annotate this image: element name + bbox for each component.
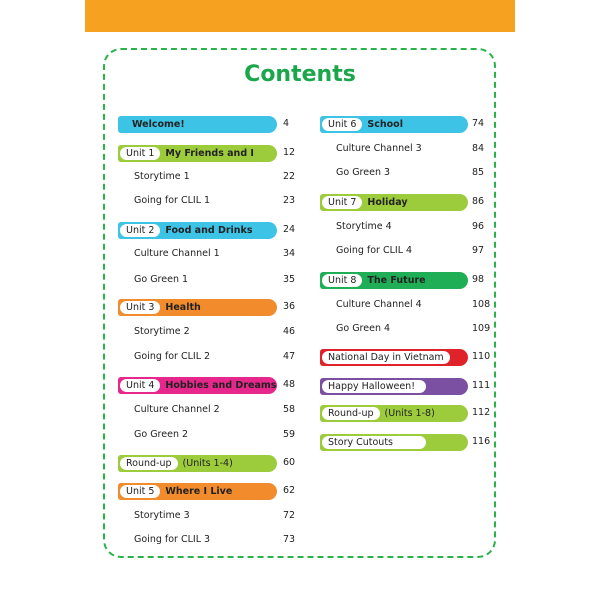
page-number: 12 [283,147,296,158]
entry-title: Storytime 1 [134,171,190,182]
page-number: 35 [283,274,296,285]
page-number: 111 [472,380,491,391]
entry-label: Unit 1 [120,147,161,160]
page-number: 86 [472,196,485,207]
entry-title: Health [165,302,201,313]
entry-title: Going for CLIL 2 [134,351,211,362]
page-number: 36 [283,301,296,312]
page-number: 109 [472,323,491,334]
entry-title: Storytime 3 [134,510,190,521]
page-number: 34 [283,248,296,259]
page-number: 58 [283,404,296,415]
entry-bar: Unit 1 My Friends and I [118,145,277,162]
entry-title: Food and Drinks [165,225,253,236]
entry-title: Go Green 4 [336,323,391,334]
page-number: 108 [472,299,491,310]
entry-title: School [367,119,403,130]
entry-bar: National Day in Vietnam [320,349,468,366]
entry-bar: Happy Halloween! [320,378,468,395]
page-number: 60 [283,457,296,468]
page-number: 85 [472,167,485,178]
page-number: 47 [283,351,296,362]
entry-title: Culture Channel 2 [134,404,220,415]
page-number: 23 [283,195,296,206]
entry-title: Welcome! [132,119,185,130]
entry-label: Unit 5 [120,485,161,498]
entry-label: Unit 2 [120,224,161,237]
entry-title: My Friends and I [165,148,254,159]
entry-label: Happy Halloween! [322,380,426,393]
entry-bar: Unit 4 Hobbies and Dreams [118,377,277,394]
page-number: 84 [472,143,485,154]
entry-label: National Day in Vietnam [322,351,450,364]
page-number: 74 [472,118,485,129]
entry-title: (Units 1-8) [384,408,435,419]
entry-title: Storytime 4 [336,221,392,232]
frame [103,48,496,558]
entry-bar: Round-up (Units 1-8) [320,405,468,422]
entry-title: Go Green 1 [134,274,189,285]
page-number: 59 [283,429,296,440]
entry-bar: Welcome! [118,116,277,133]
entry-bar: Unit 6 School [320,116,468,133]
entry-title: Going for CLIL 4 [336,245,413,256]
page-number: 97 [472,245,485,256]
entry-title: The Future [367,275,426,286]
title: Contents [244,62,356,87]
page-number: 24 [283,224,296,235]
page-number: 96 [472,221,485,232]
entry-title: Going for CLIL 3 [134,534,211,545]
entry-label: Unit 3 [120,301,161,314]
entry-label: Unit 4 [120,379,161,392]
entry-label: Story Cutouts [322,436,426,449]
page-number: 62 [283,485,296,496]
entry-title: Culture Channel 4 [336,299,422,310]
entry-title: Where I Live [165,486,233,497]
page-number: 22 [283,171,296,182]
entry-label: Round-up [120,457,178,470]
entry-label: Unit 6 [322,118,363,131]
entry-bar: Story Cutouts [320,434,468,451]
entry-title: Hobbies and Dreams [165,380,277,391]
entry-label: Unit 7 [322,196,363,209]
entry-title: Culture Channel 3 [336,143,422,154]
entry-title: Going for CLIL 1 [134,195,211,206]
entry-label: Round-up [322,407,380,420]
page-number: 73 [283,534,296,545]
entry-title: Holiday [367,197,408,208]
entry-title: Storytime 2 [134,326,190,337]
entry-title: (Units 1-4) [182,458,233,469]
page-number: 112 [472,407,491,418]
page-number: 4 [283,118,290,129]
top-bar [85,0,515,32]
page-number: 46 [283,326,296,337]
page-number: 116 [472,436,491,447]
page-number: 48 [283,379,296,390]
entry-bar: Unit 2 Food and Drinks [118,222,277,239]
entry-title: Culture Channel 1 [134,248,220,259]
page-number: 72 [283,510,296,521]
entry-bar: Unit 8 The Future [320,272,468,289]
entry-bar: Unit 3 Health [118,299,277,316]
entry-bar: Unit 7 Holiday [320,194,468,211]
entry-bar: Round-up (Units 1-4) [118,455,277,472]
entry-label: Unit 8 [322,274,363,287]
entry-title: Go Green 3 [336,167,391,178]
page-number: 110 [472,351,491,362]
entry-title: Go Green 2 [134,429,189,440]
entry-bar: Unit 5 Where I Live [118,483,277,500]
page-number: 98 [472,274,485,285]
